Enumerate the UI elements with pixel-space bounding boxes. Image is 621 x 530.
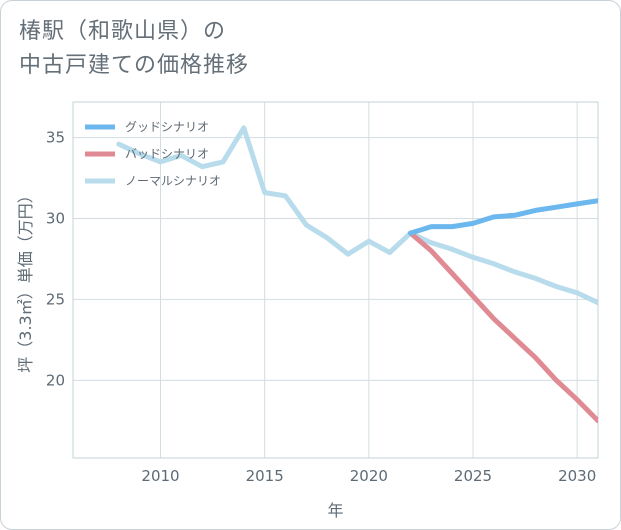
y-tick-label-35: 35	[46, 129, 65, 147]
y-axis-title: 坪（3.3㎡）単価（万円）	[16, 187, 35, 372]
legend-good-label: グッドシナリオ	[125, 120, 209, 134]
x-axis-title: 年	[327, 501, 343, 520]
page-title: 椿駅（和歌山県）の 中古戸建ての価格推移	[19, 15, 249, 83]
y-tick-label-30: 30	[46, 210, 65, 228]
normal-scenario-line	[116, 125, 598, 306]
x-tick-label-2025: 2025	[454, 467, 492, 485]
grid	[73, 102, 598, 458]
legend-normal: ノーマルシナリオ	[85, 174, 221, 188]
x-tick-label-2020: 2020	[350, 467, 388, 485]
legend-normal-label: ノーマルシナリオ	[125, 174, 221, 188]
y-tick-label-20: 20	[46, 371, 65, 389]
legend-bad: バッドシナリオ	[85, 147, 209, 161]
legend-bad-label: バッドシナリオ	[125, 147, 209, 161]
y-tick-label-25: 25	[46, 290, 65, 308]
x-tick-label-2030: 2030	[558, 467, 596, 485]
legend-good: グッドシナリオ	[85, 120, 209, 134]
y-axis-ticks: 20 25 30 35	[46, 129, 65, 390]
bad-scenario-line	[408, 230, 598, 424]
x-tick-label-2015: 2015	[246, 467, 284, 485]
plot-border	[72, 101, 599, 459]
good-scenario-line	[408, 198, 598, 236]
x-axis-ticks: 2010 2015 2020 2025 2030	[141, 467, 596, 485]
series-lines	[116, 125, 598, 424]
x-tick-label-2010: 2010	[141, 467, 179, 485]
title-line-1: 椿駅（和歌山県）の	[19, 19, 227, 44]
title-line-2: 中古戸建ての価格推移	[19, 53, 250, 78]
